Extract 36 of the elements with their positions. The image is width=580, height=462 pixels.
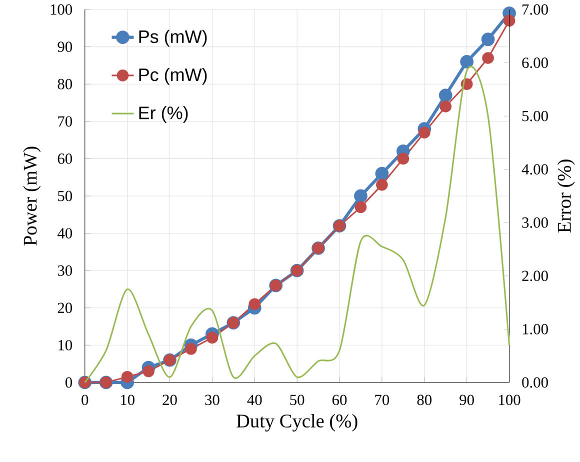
y-axis-title: Power (mW) — [23, 146, 41, 246]
x-tick-label: 90 — [460, 394, 474, 406]
x-axis-title: Duty Cycle (%) — [236, 414, 358, 432]
y-tick-label: 40 — [57, 228, 72, 238]
x-tick-label: 80 — [417, 394, 432, 406]
x-tick-label: 30 — [205, 394, 220, 406]
y2-tick-label: 4.00 — [522, 164, 548, 174]
y2-tick-label: 2.00 — [522, 270, 548, 282]
x-tick-label: 60 — [332, 394, 347, 406]
x-tick-label: 20 — [162, 394, 177, 406]
x-tick-label: 40 — [247, 394, 262, 406]
y-tick-label: 60 — [58, 153, 72, 164]
y2-tick-label: 0.00 — [522, 377, 548, 388]
y-tick-label: 30 — [58, 265, 72, 276]
y2-tick-label: 3.00 — [522, 217, 548, 228]
y2-tick-label: 5.00 — [522, 110, 548, 122]
x-tick-label: 50 — [290, 394, 304, 406]
x-tick-label: 10 — [120, 394, 134, 406]
x-tick-label: 70 — [375, 394, 390, 406]
y-tick-label: 80 — [58, 78, 72, 90]
y-tick-label: 20 — [58, 302, 72, 313]
y-tick-label: 90 — [58, 42, 72, 52]
y2-tick-label: 6.00 — [522, 57, 548, 68]
y-tick-label: 50 — [58, 190, 72, 202]
y-tick-label: 0 — [65, 377, 72, 388]
legend-label: Er (%) — [139, 106, 188, 123]
legend-label: Ps (mW) — [139, 30, 207, 47]
y2-axis-title: Error (%) — [557, 160, 575, 233]
y-tick-label: 10 — [58, 340, 72, 350]
x-tick-label: 0 — [82, 394, 88, 406]
y2-tick-label: 7.00 — [522, 4, 548, 15]
y-tick-label: 100 — [50, 4, 72, 15]
y2-tick-label: 1.00 — [522, 324, 548, 334]
legend-label: Pc (mW) — [139, 68, 207, 85]
y-tick-label: 70 — [58, 116, 72, 126]
x-tick-label: 100 — [499, 394, 520, 406]
